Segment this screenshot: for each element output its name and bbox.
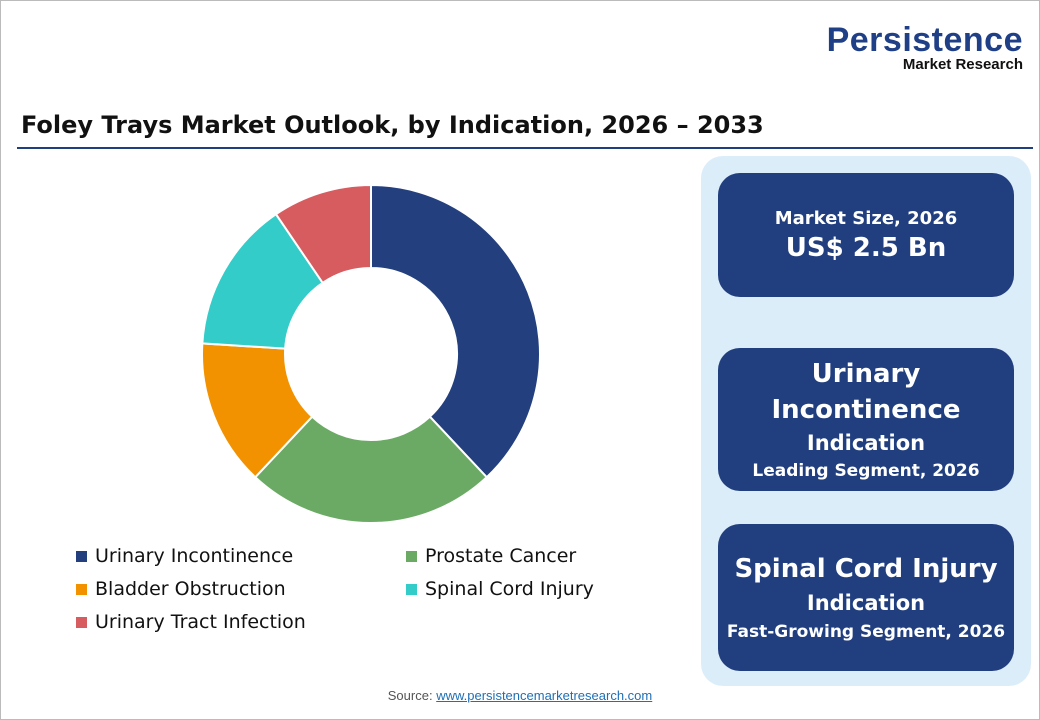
donut-slice-urinary-tract-infection <box>274 183 372 285</box>
fast-growing-name: Spinal Cord Injury <box>734 553 998 584</box>
legend-label: Urinary Tract Infection <box>95 611 306 633</box>
legend-label: Bladder Obstruction <box>95 578 286 600</box>
legend-item: Urinary Incontinence <box>76 545 406 567</box>
legend-item: Prostate Cancer <box>406 545 636 567</box>
donut-slice-prostate-cancer <box>253 415 489 524</box>
leading-segment-label: Leading Segment, 2026 <box>752 460 980 481</box>
legend-swatch <box>76 616 87 628</box>
stats-panel: Market Size, 2026 US$ 2.5 Bn Urinary Inc… <box>701 156 1031 686</box>
fast-growing-label: Fast-Growing Segment, 2026 <box>726 621 1006 642</box>
source-link[interactable]: www.persistencemarketresearch.com <box>436 688 653 703</box>
legend-swatch <box>406 550 417 562</box>
legend-item: Urinary Tract Infection <box>76 611 406 633</box>
source: Source: www.persistencemarketresearch.co… <box>1 688 1039 703</box>
logo-name: Persistence <box>826 21 1023 59</box>
chart-title: Foley Trays Market Outlook, by Indicatio… <box>21 111 764 139</box>
leading-segment-card: Urinary Incontinence Indication Leading … <box>718 348 1014 491</box>
legend-swatch <box>76 583 87 595</box>
leading-segment-name: Urinary <box>811 358 921 389</box>
legend: Urinary Incontinence Prostate Cancer Bladd… <box>76 545 636 633</box>
source-label: Source: <box>387 688 433 703</box>
market-size-value: US$ 2.5 Bn <box>785 232 947 263</box>
legend-label: Prostate Cancer <box>425 545 577 567</box>
leading-segment-name-2: Incontinence <box>771 394 961 425</box>
donut-chart <box>201 183 541 524</box>
market-size-card: Market Size, 2026 US$ 2.5 Bn <box>718 173 1014 297</box>
title-divider <box>17 147 1033 149</box>
fast-growing-card: Spinal Cord Injury Indication Fast-Growi… <box>718 524 1014 671</box>
leading-segment-type: Indication <box>806 430 926 455</box>
market-size-label: Market Size, 2026 <box>774 207 958 229</box>
legend-label: Urinary Incontinence <box>95 545 294 567</box>
legend-item: Spinal Cord Injury <box>406 578 636 600</box>
legend-swatch <box>406 583 417 595</box>
legend-item: Bladder Obstruction <box>76 578 406 600</box>
legend-swatch <box>76 550 87 562</box>
legend-label: Spinal Cord Injury <box>425 578 594 600</box>
logo-tagline: Market Research <box>902 56 1023 73</box>
donut-slice-urinary-incontinence <box>370 183 541 479</box>
logo: Persistence Market Research <box>827 23 1023 73</box>
fast-growing-type: Indication <box>806 590 926 615</box>
